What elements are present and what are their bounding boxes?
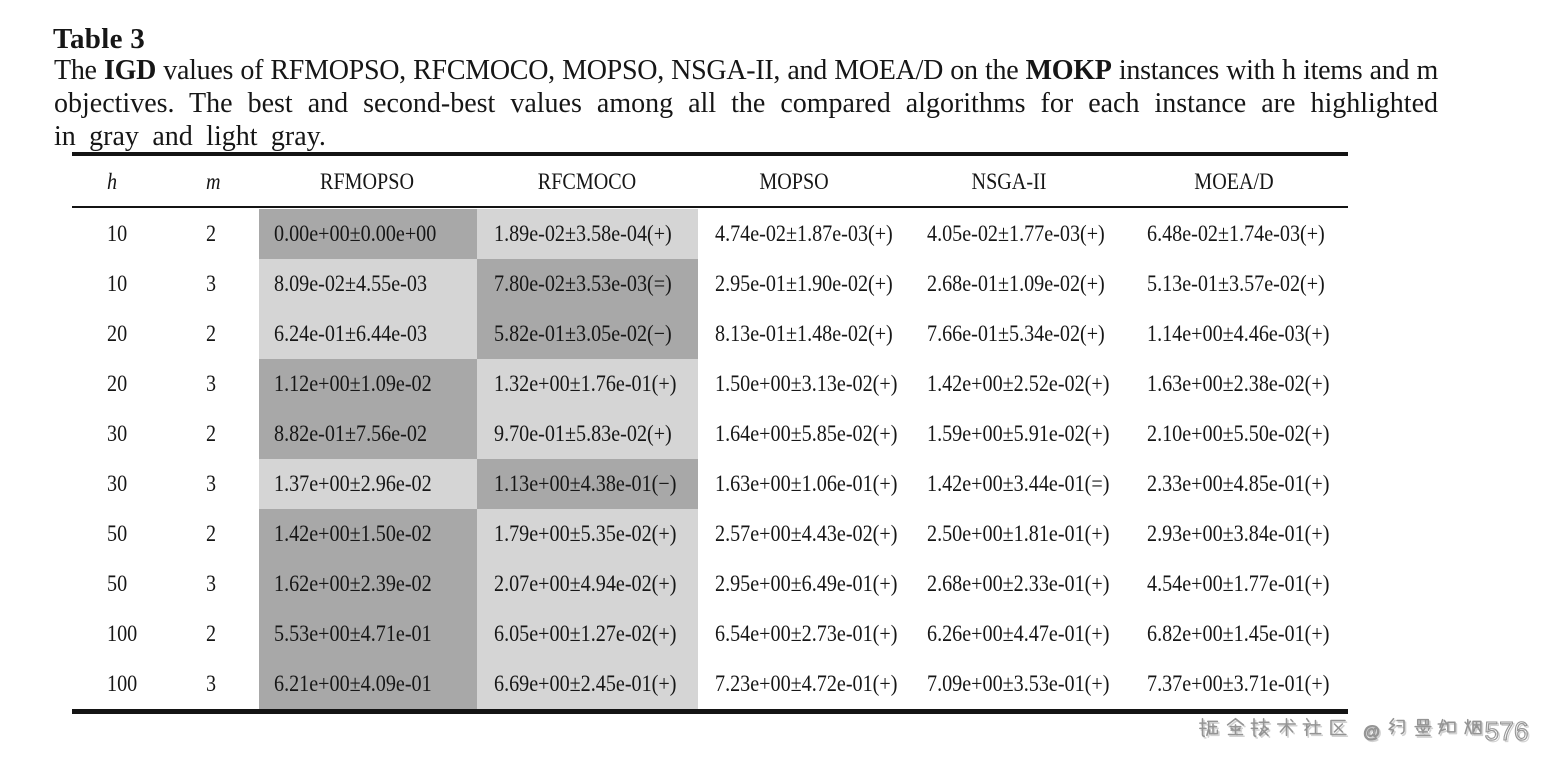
svg-text:576: 576 xyxy=(1486,718,1530,748)
svg-text:@: @ xyxy=(1365,724,1382,743)
svg-text:576: 576 xyxy=(1485,716,1529,746)
svg-text:@: @ xyxy=(1363,723,1380,742)
